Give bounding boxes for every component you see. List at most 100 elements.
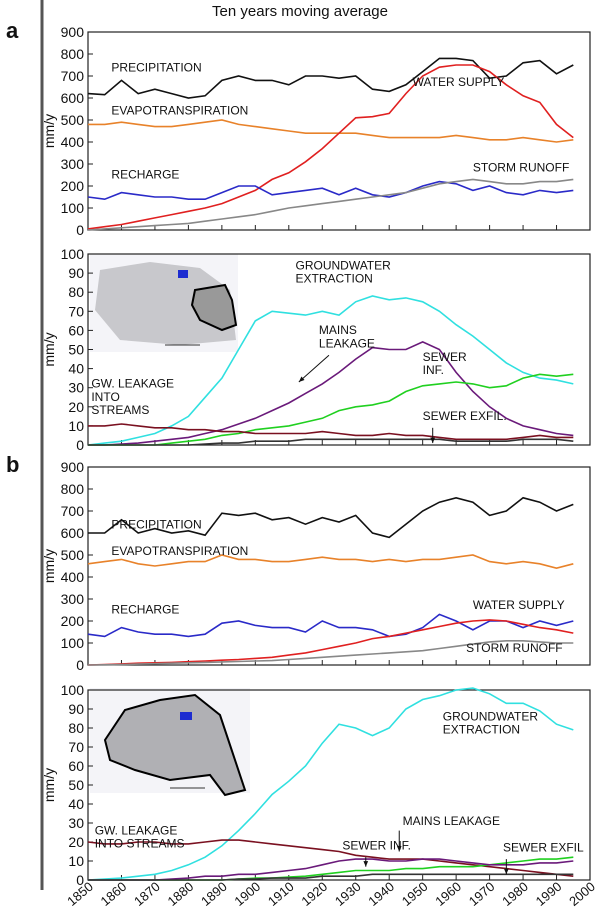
series-line: [87, 180, 574, 201]
arrow-head: [503, 868, 509, 875]
y-tick-label: 600: [61, 525, 85, 541]
inset-lake: [180, 712, 192, 720]
series-label: MAINS LEAKAGE: [403, 814, 500, 828]
y-tick-label: 40: [68, 796, 84, 812]
series-line: [87, 64, 574, 230]
y-tick-label: 800: [61, 481, 85, 497]
y-tick-label: 100: [61, 246, 85, 262]
series-label: STORM RUNOFF: [473, 161, 569, 175]
plot-frame: [87, 31, 591, 231]
y-tick-label: 900: [61, 24, 85, 40]
series-label: PRECIPITATION: [111, 518, 201, 532]
y-tick-label: 70: [68, 739, 84, 755]
inset-lake: [178, 270, 188, 278]
series-line: [87, 619, 574, 666]
y-tick-label: 30: [68, 380, 84, 396]
y-tick-label: 60: [68, 322, 84, 338]
series-label: GROUNDWATER EXTRACTION: [443, 709, 539, 736]
y-tick-label: 20: [68, 834, 84, 850]
y-tick-label: 20: [68, 399, 84, 415]
series-label: MAINS LEAKAGE: [319, 323, 375, 350]
inset-map: [90, 688, 250, 797]
y-tick-label: 80: [68, 720, 84, 736]
series-line: [88, 858, 574, 881]
series-label: RECHARGE: [111, 167, 179, 181]
series-line: [88, 119, 574, 143]
series-line: [88, 438, 574, 446]
series-line: [87, 613, 574, 638]
y-tick-label: 100: [61, 635, 85, 651]
series-line: [88, 496, 574, 539]
y-tick-label: 200: [61, 613, 85, 629]
y-tick-label: 50: [68, 342, 84, 358]
inset-boundary: [190, 283, 238, 332]
y-tick-label: 100: [61, 200, 85, 216]
series-label: GROUNDWATER EXTRACTION: [295, 258, 391, 285]
panel-label: a: [6, 18, 19, 43]
series-label: PRECIPITATION: [111, 61, 201, 75]
series-line: [87, 839, 574, 877]
series-label: STORM RUNOFF: [466, 641, 562, 655]
series-label: SEWER INF.: [342, 839, 411, 853]
arrow-head: [298, 376, 305, 382]
plot-frame: [87, 466, 591, 666]
y-tick-label: 500: [61, 547, 85, 563]
y-tick-label: 10: [68, 853, 84, 869]
y-tick-label: 100: [61, 682, 85, 698]
y-axis-label: mm/y: [41, 768, 57, 802]
y-tick-label: 0: [76, 437, 84, 453]
y-tick-label: 800: [61, 46, 85, 62]
inset-boundary: [103, 693, 247, 797]
inset-map: [90, 254, 238, 352]
series-line: [87, 687, 574, 881]
y-tick-label: 70: [68, 303, 84, 319]
series-line: [88, 423, 574, 441]
arrow-head: [396, 845, 402, 852]
y-tick-label: 50: [68, 777, 84, 793]
series-label: SEWER EXFIL: [503, 841, 584, 855]
series-label: EVAPOTRANSPIRATION: [111, 544, 248, 558]
y-tick-label: 10: [68, 418, 84, 434]
y-tick-label: 700: [61, 68, 85, 84]
y-axis-label: mm/y: [41, 114, 57, 148]
arrow-head: [430, 437, 436, 444]
y-tick-label: 60: [68, 758, 84, 774]
y-tick-label: 80: [68, 284, 84, 300]
series-label: GW. LEAKAGE INTO STREAMS: [91, 377, 174, 417]
annotation-arrow: [298, 354, 330, 383]
y-tick-label: 400: [61, 569, 85, 585]
series-line: [88, 373, 574, 446]
y-tick-label: 500: [61, 112, 85, 128]
y-tick-label: 0: [76, 657, 84, 673]
y-tick-label: 200: [61, 178, 85, 194]
series-line: [87, 57, 574, 99]
y-tick-label: 30: [68, 815, 84, 831]
y-tick-label: 0: [76, 872, 84, 888]
y-axis-label: mm/y: [41, 332, 57, 366]
series-label: RECHARGE: [111, 602, 179, 616]
series-label: WATER SUPPLY: [473, 598, 565, 612]
series-label: SEWER EXFIL.: [423, 409, 507, 423]
y-tick-label: 90: [68, 701, 84, 717]
y-tick-label: 300: [61, 156, 85, 172]
panel-label: b: [6, 452, 19, 477]
inset-land: [95, 262, 236, 345]
series-line: [87, 554, 574, 570]
y-tick-label: 600: [61, 90, 85, 106]
y-axis-label: mm/y: [41, 549, 57, 583]
series-label: WATER SUPPLY: [413, 75, 505, 89]
y-tick-label: 400: [61, 134, 85, 150]
series-label: GW. LEAKAGE INTO STREAMS: [95, 823, 185, 850]
series-line: [87, 178, 574, 231]
series-label: SEWER INF.: [423, 350, 467, 377]
y-tick-label: 40: [68, 361, 84, 377]
figure-title: Ten years moving average: [212, 3, 388, 20]
series-line: [88, 873, 574, 881]
series-line: [87, 640, 574, 666]
y-tick-label: 0: [76, 222, 84, 238]
y-tick-label: 700: [61, 503, 85, 519]
arrow-head: [363, 861, 369, 867]
y-tick-label: 300: [61, 591, 85, 607]
y-tick-label: 900: [61, 459, 85, 475]
